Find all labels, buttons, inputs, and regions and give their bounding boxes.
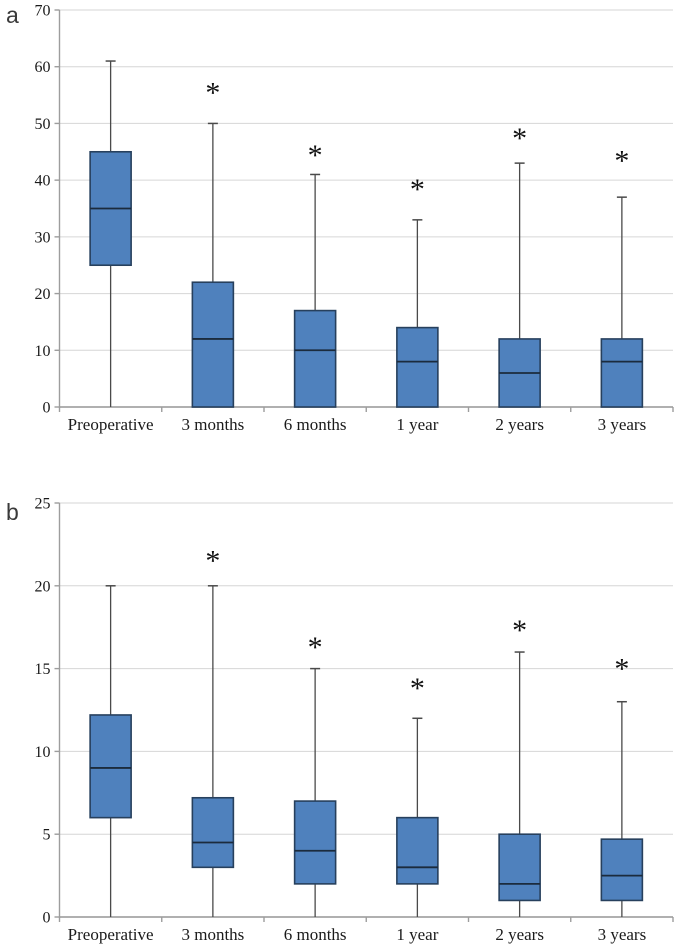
significance-asterisk: * bbox=[614, 144, 629, 177]
iqr-box-3-months bbox=[191, 796, 235, 869]
y-tick-label: 30 bbox=[35, 229, 51, 246]
x-category-label: 1 year bbox=[396, 415, 438, 434]
significance-asterisk: * bbox=[410, 173, 425, 206]
iqr-box-3-months bbox=[191, 281, 235, 408]
iqr-box-1-year bbox=[396, 816, 439, 885]
iqr-box-3-years bbox=[600, 838, 644, 902]
y-tick-label: 50 bbox=[35, 116, 51, 133]
x-category-label: 3 years bbox=[598, 925, 647, 944]
x-category-label: Preoperative bbox=[68, 925, 154, 944]
y-tick-label: 15 bbox=[35, 661, 51, 678]
x-category-label: Preoperative bbox=[68, 415, 154, 434]
iqr-box-preoperative bbox=[89, 714, 132, 819]
iqr-box-1-year bbox=[396, 326, 439, 408]
y-tick-label: 60 bbox=[35, 59, 51, 76]
x-category-label: 3 months bbox=[181, 415, 244, 434]
significance-asterisk: * bbox=[410, 672, 425, 705]
x-category-label: 2 years bbox=[495, 415, 544, 434]
y-tick-label: 20 bbox=[35, 286, 51, 303]
significance-asterisk: * bbox=[614, 652, 629, 685]
x-category-label: 6 months bbox=[284, 415, 347, 434]
x-category-label: 6 months bbox=[284, 925, 347, 944]
panel-b-label: b bbox=[6, 499, 19, 525]
significance-asterisk: * bbox=[512, 614, 527, 647]
iqr-box-3-years bbox=[600, 338, 644, 408]
significance-asterisk: * bbox=[512, 122, 527, 155]
y-tick-label: 0 bbox=[43, 400, 51, 417]
x-category-label: 1 year bbox=[396, 925, 438, 944]
y-tick-label: 0 bbox=[43, 910, 51, 927]
x-category-label: 3 years bbox=[598, 415, 647, 434]
y-tick-label: 5 bbox=[43, 827, 51, 844]
y-tick-label: 25 bbox=[35, 496, 51, 513]
iqr-box-6-months bbox=[293, 309, 337, 408]
y-tick-label: 10 bbox=[35, 343, 51, 360]
iqr-box-2-years bbox=[498, 833, 541, 902]
panel-a-label: a bbox=[6, 2, 19, 28]
boxplot-panel-a: 0 10 20 30 40 50 60 70 Preoperative 3 months 6 mon… bbox=[35, 3, 674, 434]
y-tick-label: 70 bbox=[35, 3, 51, 20]
iqr-box-6-months bbox=[293, 800, 337, 885]
y-tick-label: 10 bbox=[35, 744, 51, 761]
y-tick-label: 20 bbox=[35, 578, 51, 595]
y-tick-label: 40 bbox=[35, 173, 51, 190]
significance-asterisk: * bbox=[308, 631, 323, 664]
x-category-label: 2 years bbox=[495, 925, 544, 944]
x-category-label: 3 months bbox=[181, 925, 244, 944]
significance-asterisk: * bbox=[205, 545, 220, 578]
significance-asterisk: * bbox=[308, 139, 323, 172]
boxplot-panel-b: 0 5 10 15 20 25 Preoperative 3 months 6 months 1 … bbox=[35, 496, 674, 944]
significance-asterisk: * bbox=[205, 76, 220, 109]
